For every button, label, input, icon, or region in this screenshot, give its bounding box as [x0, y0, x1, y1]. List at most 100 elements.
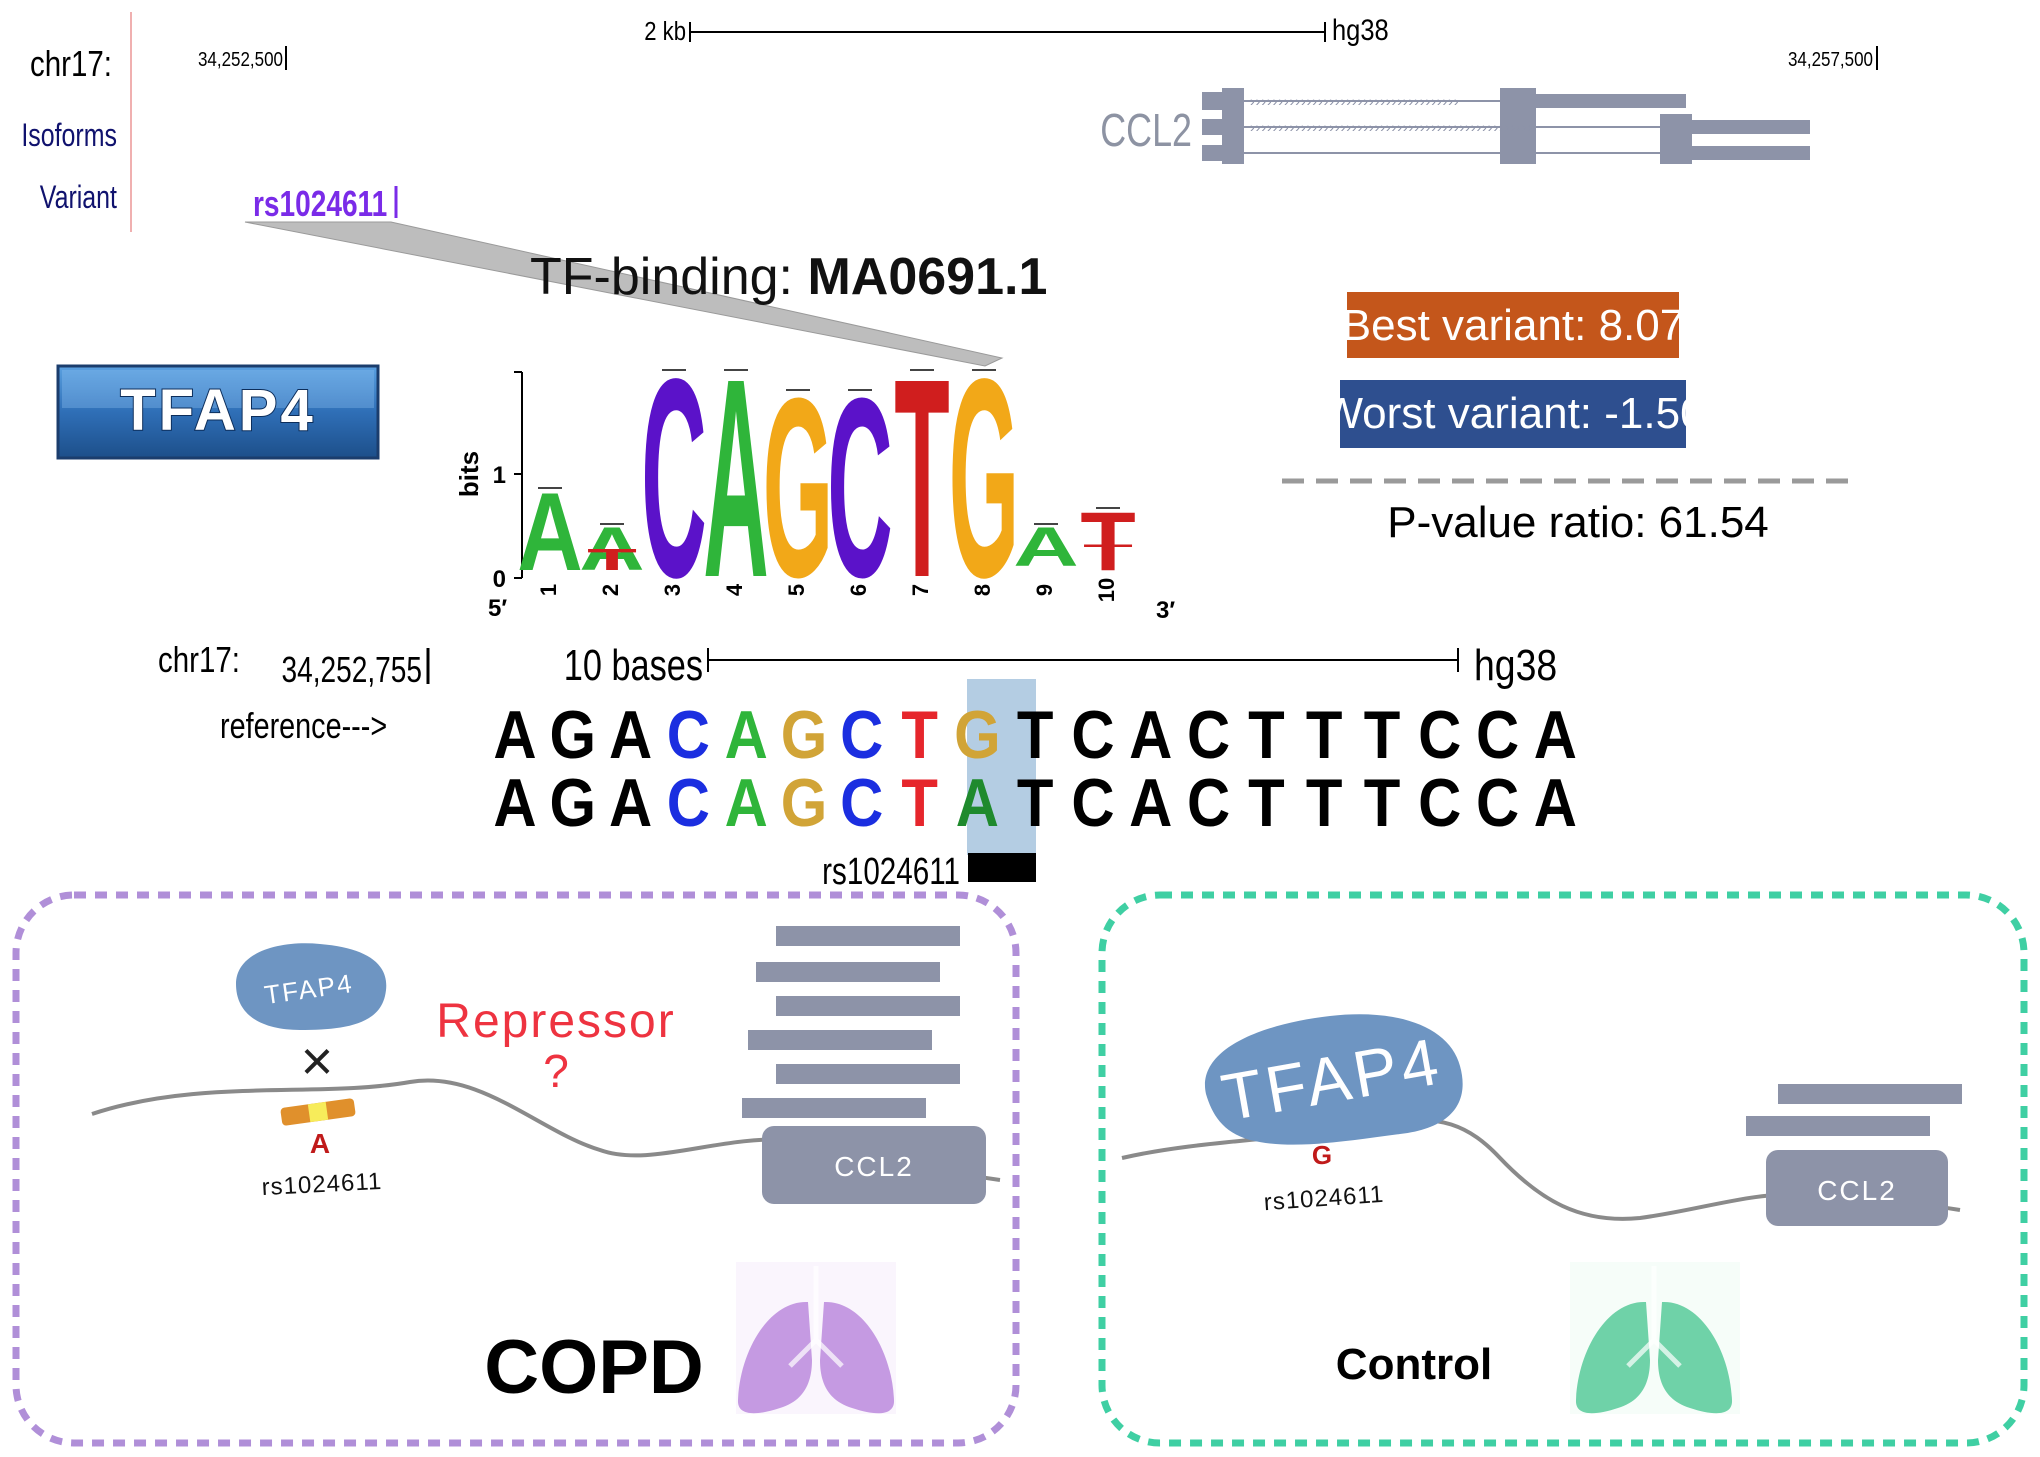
alt-base: T: [1017, 764, 1054, 840]
alt-base: T: [1306, 764, 1343, 840]
control-transcript-bar: [1778, 1084, 1962, 1104]
ref-base: T: [901, 696, 938, 772]
reference-label: reference--->: [220, 705, 387, 746]
chrom-label: chr17:: [30, 43, 112, 83]
copd-transcript-bar: [776, 1064, 960, 1084]
variant-marker-label: rs1024611: [253, 184, 387, 224]
genome-browser-track: chr17: Isoforms Variant 34,252,500 34,25…: [21, 12, 1877, 232]
tf-name-badge: TFAP4: [58, 366, 378, 458]
copd-allele-label: A: [310, 1128, 330, 1159]
alt-base: A: [956, 764, 999, 840]
control-panel: TFAP4 G rs1024611 CCL2 Control: [1102, 895, 2024, 1443]
gene-name-label: CCL2: [1100, 105, 1192, 156]
copd-transcript-bar: [776, 996, 960, 1016]
isoform-3-exon: [1202, 145, 1222, 161]
alt-base: A: [1534, 764, 1577, 840]
seq-assembly-label: hg38: [1474, 640, 1557, 690]
logo-position-label: 1: [536, 584, 561, 596]
ref-base: A: [725, 696, 768, 772]
seq-variant-label: rs1024611: [822, 851, 960, 893]
control-variant-label: rs1024611: [1263, 1181, 1385, 1216]
ref-base: G: [954, 696, 1001, 772]
ref-base: C: [1071, 696, 1114, 772]
copd-transcript-bar: [776, 926, 960, 946]
alt-base: A: [725, 764, 768, 840]
control-allele-label: G: [1312, 1140, 1332, 1170]
logo-five-prime-label: 5′: [488, 595, 507, 622]
copd-transcript-bar: [756, 962, 940, 982]
ref-base: C: [1476, 696, 1519, 772]
isoform-1-strand-arrows: ›››››››››››››››››››››››››››››››››››››: [1250, 93, 1460, 109]
alt-base: A: [609, 764, 652, 840]
ccl2-gene-model: CCL2 ›››››››››››››››››››››››››››››››››››…: [1100, 88, 1810, 164]
isoform-2-exon: [1692, 120, 1810, 134]
ref-base: A: [493, 696, 536, 772]
motif-id: MA0691.1: [807, 248, 1047, 306]
isoform-3-exon: [1222, 140, 1244, 164]
isoforms-track-label: Isoforms: [21, 118, 117, 154]
alt-base: A: [493, 764, 536, 840]
copd-transcript-bar: [742, 1098, 926, 1118]
alt-base: G: [781, 764, 828, 840]
scores-panel: Best variant: 8.07 Worst variant: -1.50 …: [1282, 292, 1848, 547]
logo-y-tick-label-0: 0: [493, 566, 506, 593]
logo-position-label: 7: [908, 584, 933, 596]
ref-base: G: [550, 696, 597, 772]
isoform-2-exon: [1202, 119, 1222, 135]
isoform-1-exon: [1222, 88, 1244, 114]
control-ccl2-label: CCL2: [1817, 1175, 1897, 1206]
ref-base: C: [1418, 696, 1461, 772]
control-lung-icon: [1570, 1262, 1740, 1414]
best-variant-label: Best variant: 8.07: [1342, 301, 1684, 350]
seq-coord-label: 34,252,755: [282, 650, 422, 690]
logo-position-label: 2: [598, 584, 623, 596]
copd-ccl2-label: CCL2: [834, 1151, 914, 1182]
ref-base: G: [781, 696, 828, 772]
tf-binding-title: TF-binding: MA0691.1: [530, 248, 1047, 306]
logo-position-label: 4: [722, 583, 747, 596]
logo-letter: A: [1013, 516, 1078, 578]
seq-scale-label: 10 bases: [564, 641, 703, 690]
copd-condition-label: COPD: [484, 1325, 704, 1410]
seq-chrom-label: chr17:: [158, 639, 240, 679]
ref-base: T: [1248, 696, 1285, 772]
copd-panel: TFAP4 × Repressor ? A rs1024611 CCL2 COP…: [16, 895, 1016, 1443]
ref-base: C: [840, 696, 883, 772]
ref-base: A: [1534, 696, 1577, 772]
alt-base: C: [1476, 764, 1519, 840]
ref-base: T: [1017, 696, 1054, 772]
isoform-2-exon: [1222, 114, 1244, 140]
control-transcript-bar: [1746, 1116, 1930, 1136]
tf-name-badge-label: TFAP4: [120, 378, 316, 443]
isoform-3-exon: [1500, 140, 1536, 164]
copd-lung-icon: [736, 1262, 896, 1414]
copd-blocked-mark: ×: [301, 1029, 334, 1092]
worst-variant-label: Worst variant: -1.50: [1321, 389, 1704, 438]
seq-variant-bar: [968, 853, 1036, 882]
logo-letter-small: T: [587, 543, 637, 577]
ref-base: C: [1187, 696, 1230, 772]
copd-transcript-bar: [748, 1030, 932, 1050]
alt-base: C: [1071, 764, 1114, 840]
logo-position-label: 5: [784, 584, 809, 596]
logo-position-label: 10: [1094, 578, 1119, 602]
logo-letter-small: T: [1083, 540, 1133, 565]
logo-y-tick-label-1: 1: [493, 462, 506, 489]
logo-three-prime-label: 3′: [1156, 597, 1175, 624]
logo-position-label: 9: [1032, 584, 1057, 596]
isoform-1-exon: [1536, 94, 1686, 108]
isoform-2-strand-arrows: ››››››››››››››››››››››››››››››››››››››››…: [1250, 119, 1533, 135]
pvalue-ratio-label: P-value ratio: 61.54: [1387, 498, 1769, 547]
ref-base: T: [1364, 696, 1401, 772]
variant-track-label: Variant: [40, 180, 117, 216]
logo-y-axis-label: bits: [454, 451, 484, 497]
alt-base: C: [1187, 764, 1230, 840]
ref-base: A: [609, 696, 652, 772]
coord-right-label: 34,257,500: [1788, 48, 1873, 71]
copd-variant-allele-mark: [308, 1102, 328, 1122]
tf-binding-prefix: TF-binding:: [530, 248, 807, 306]
isoform-1-exon: [1500, 88, 1536, 114]
